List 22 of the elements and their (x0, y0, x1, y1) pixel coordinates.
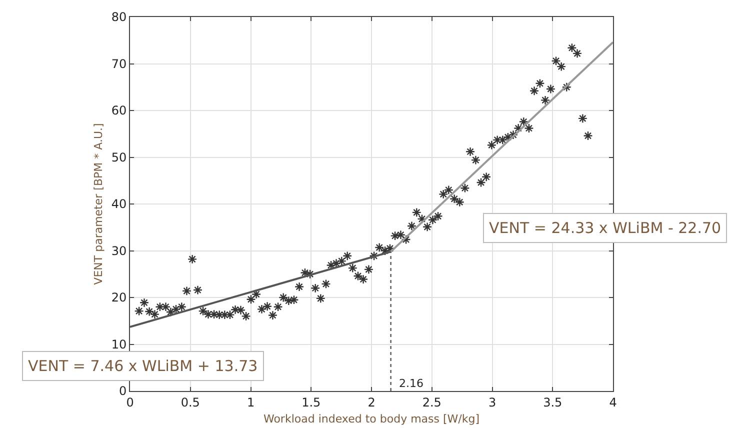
annotation: 2.16 (399, 377, 424, 390)
y-tick-label: 60 (111, 104, 127, 118)
x-tick-label: 3.5 (543, 395, 562, 410)
annotation: VENT = 7.46 x WLiBM + 13.73 (28, 357, 258, 375)
y-tick-label: 0 (118, 384, 127, 398)
x-tick-label: 1.5 (302, 395, 321, 410)
x-tick-label: 4 (609, 395, 617, 410)
annotation: VENT = 24.33 x WLiBM - 22.70 (489, 219, 722, 237)
y-tick-label: 20 (111, 290, 127, 305)
y-tick-label: 10 (111, 337, 127, 352)
y-tick-label: 80 (111, 10, 127, 24)
x-tick-label: 1 (246, 395, 255, 410)
x-axis-title: Workload indexed to body mass [W/kg] (263, 412, 480, 426)
y-tick-label: 50 (111, 150, 127, 164)
x-tick-label: 2 (368, 395, 376, 410)
y-tick-label: 40 (111, 197, 127, 212)
y-axis-title: VENT parameter [BPM * A.U.] (92, 123, 105, 285)
x-tick-label: 3 (488, 395, 496, 410)
y-tick-label: 70 (111, 56, 127, 71)
x-tick-label: 0.5 (180, 395, 200, 410)
x-tick-label: 2.5 (422, 395, 442, 410)
y-tick-label: 30 (111, 244, 127, 258)
